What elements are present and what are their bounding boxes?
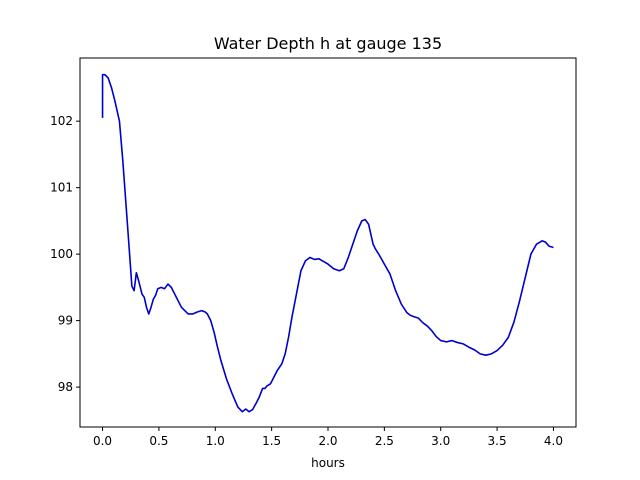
x-tick-label: 2.5 [375, 434, 394, 448]
axes-frame [79, 57, 577, 428]
x-tick-label: 0.0 [93, 434, 112, 448]
y-tick-label: 99 [58, 314, 73, 328]
x-tick-label: 0.5 [149, 434, 168, 448]
plot-area: 0.0 0.5 1.0 1.5 2.0 2.5 3.0 3.5 4.0 98 99 100 101 102 [50, 57, 577, 448]
x-tick-label: 1.5 [262, 434, 281, 448]
x-tick-label: 3.5 [488, 434, 507, 448]
x-tick-label: 2.0 [318, 434, 337, 448]
x-axis-label: hours [311, 456, 345, 470]
y-tick-label: 98 [58, 380, 73, 394]
x-tick-label: 1.0 [206, 434, 225, 448]
y-tick-label: 102 [50, 114, 73, 128]
chart-title: Water Depth h at gauge 135 [214, 34, 442, 53]
x-tick-label: 4.0 [544, 434, 563, 448]
series-line-0 [101, 73, 554, 413]
x-tick-label: 3.0 [431, 434, 450, 448]
y-tick-label: 101 [50, 181, 73, 195]
y-tick-label: 100 [50, 247, 73, 261]
